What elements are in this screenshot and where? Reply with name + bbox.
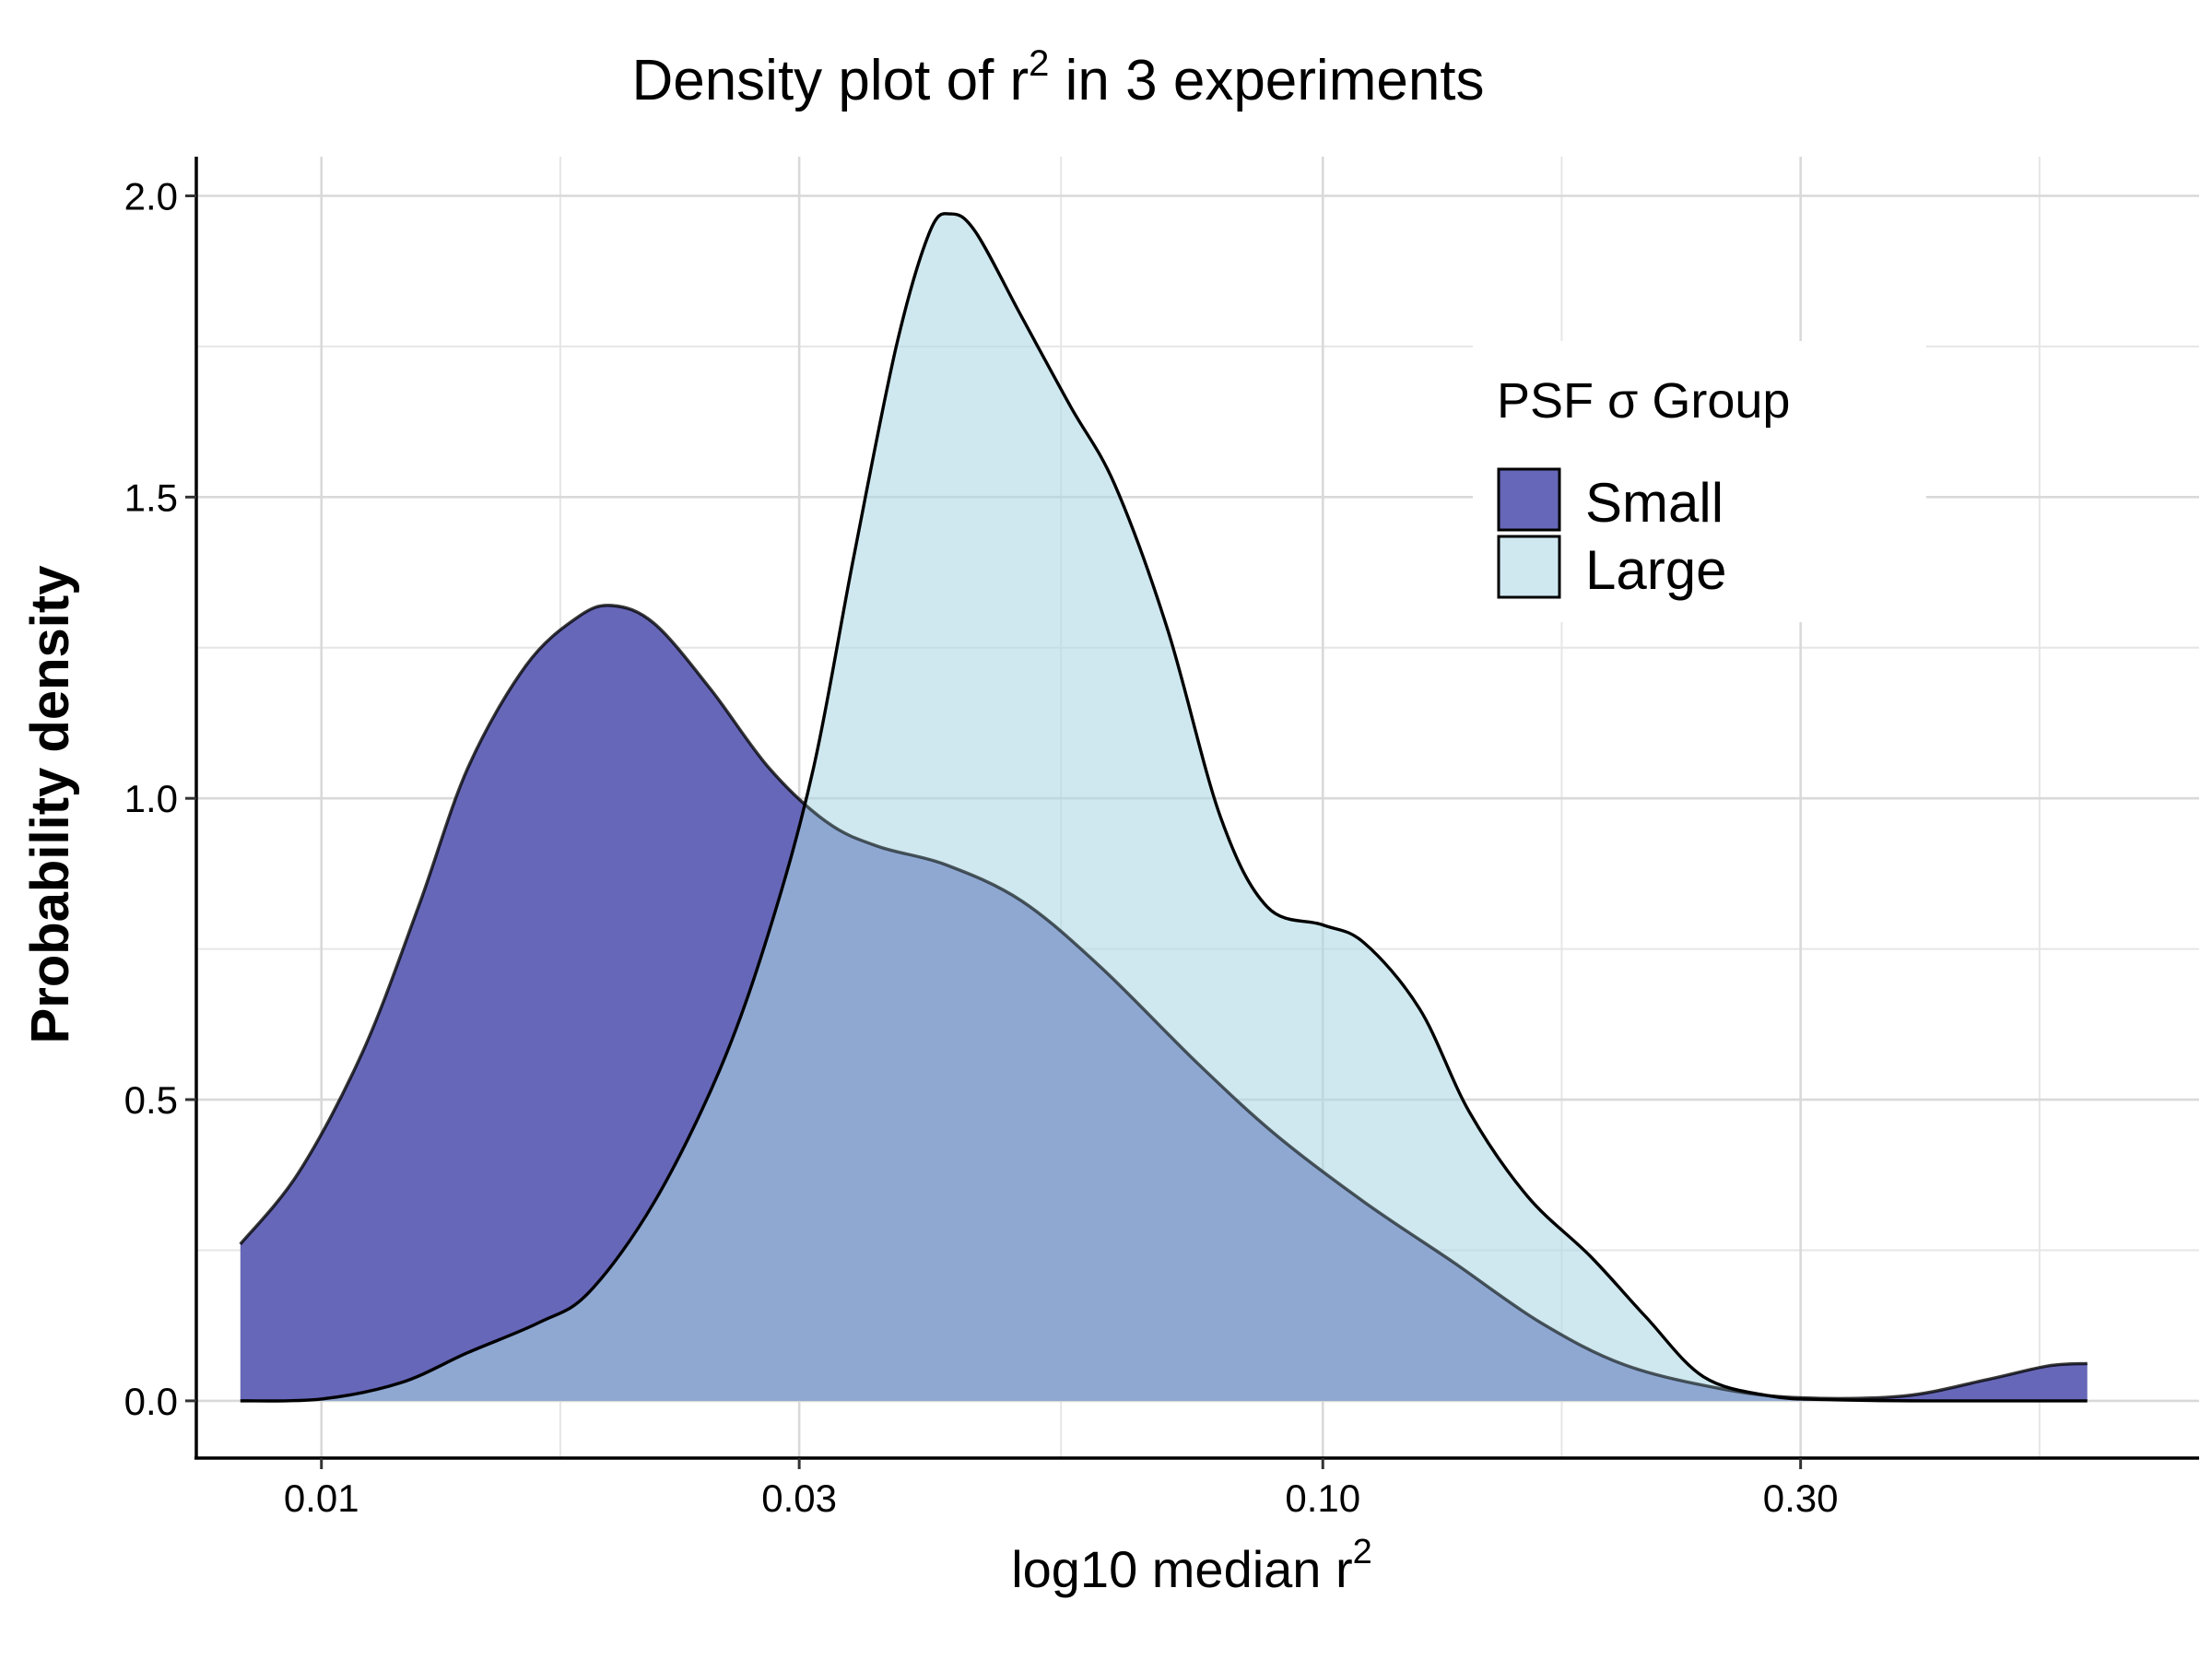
x-tick-label: 0.30 [1763, 1477, 1839, 1520]
legend-title: PSF σ Group [1497, 373, 1790, 429]
series-layer [239, 212, 2088, 1403]
y-axis-ticks: 0.0 0.5 1.0 1.5 2.0 [124, 174, 196, 1423]
density-curve-large [240, 212, 2088, 1403]
legend-label-large: Large [1585, 539, 1726, 601]
y-tick-label: 1.5 [124, 476, 178, 519]
legend-swatch-large [1497, 535, 1561, 599]
y-tick-label: 0.0 [124, 1380, 178, 1423]
legend-label-small: Small [1585, 472, 1724, 534]
y-tick-label: 2.0 [124, 174, 178, 218]
legend: PSF σ Group Small Large [1473, 341, 1926, 622]
y-tick-label: 0.5 [124, 1078, 178, 1122]
density-area-large [240, 213, 2088, 1402]
x-axis-title: log10 median r2 [1011, 1533, 1372, 1598]
legend-swatch-small [1497, 467, 1561, 532]
y-axis-title: Probability density [20, 566, 80, 1044]
x-tick-label: 0.03 [761, 1477, 837, 1520]
x-tick-label: 0.01 [284, 1477, 359, 1520]
y-tick-label: 1.0 [124, 777, 178, 820]
x-tick-label: 0.10 [1285, 1477, 1360, 1520]
chart-title: Density plot of r2 in 3 experiments [631, 43, 1484, 112]
x-axis-ticks: 0.01 0.03 0.10 0.30 [284, 1458, 1839, 1520]
density-curve-small-outline [239, 604, 2088, 1401]
